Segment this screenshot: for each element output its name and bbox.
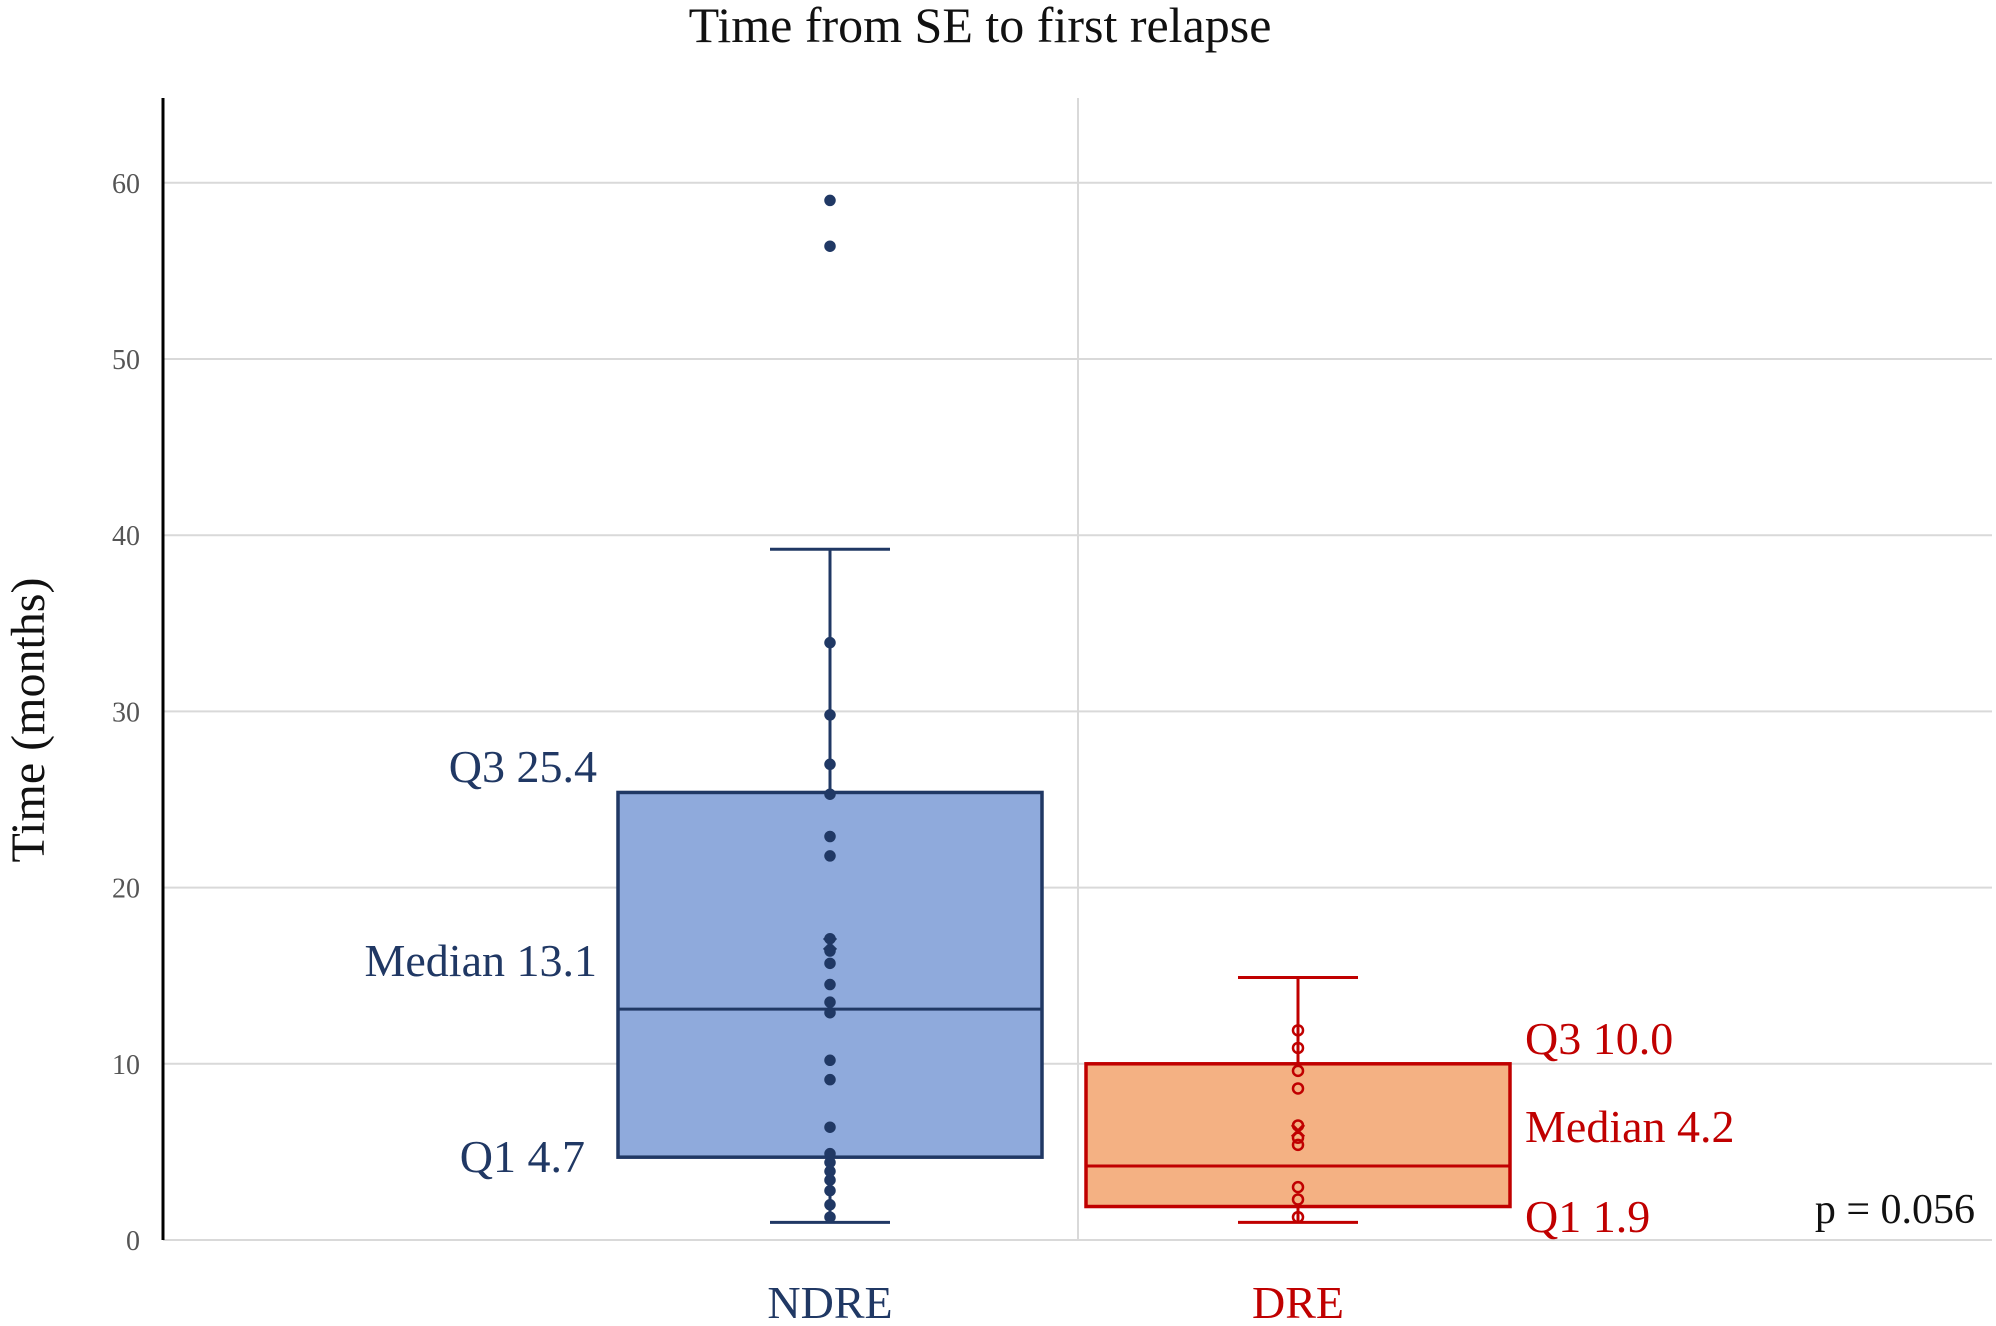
data-point [1291, 1210, 1305, 1224]
boxes [616, 547, 1512, 1224]
data-point [824, 1199, 836, 1211]
mean-marker [1290, 1123, 1306, 1138]
y-tick-labels: 0 10 20 30 40 50 60 [112, 169, 140, 1257]
y-tick-label: 40 [112, 521, 140, 552]
y-tick-label: 10 [112, 1050, 140, 1081]
annotation-q3: Q3 10.0 [1525, 1013, 1673, 1064]
data-point [824, 850, 836, 862]
data-point [1291, 1024, 1305, 1037]
data-point [1291, 1064, 1305, 1078]
x-category-label: DRE [1252, 1277, 1344, 1326]
annotation-q1: Q1 1.9 [1525, 1191, 1650, 1242]
box-ndre [616, 790, 1044, 1159]
p-value-label: p = 0.056 [1815, 1187, 1975, 1233]
data-point [824, 1147, 836, 1160]
mean-marker [822, 936, 838, 952]
data-point [824, 1184, 836, 1197]
data-point [824, 978, 836, 991]
data-point [824, 636, 836, 649]
y-axis-label: Time (months) [2, 578, 55, 863]
data-point [824, 1211, 836, 1223]
gridlines [163, 98, 1992, 1240]
data-point [824, 1073, 836, 1086]
y-tick-label: 0 [126, 1226, 140, 1257]
data-point [824, 1006, 836, 1019]
data-point [1291, 1180, 1305, 1194]
data-point [824, 709, 836, 721]
data-point [824, 788, 836, 800]
data-point [824, 194, 836, 207]
y-tick-label: 20 [112, 874, 140, 905]
data-point [824, 996, 836, 1008]
annotation-q3: Q3 25.4 [449, 741, 597, 792]
chart-title: Time from SE to first relapse [689, 0, 1272, 53]
y-tick-label: 30 [112, 697, 140, 728]
data-point [824, 830, 836, 843]
data-point [824, 1054, 836, 1067]
data-point [824, 957, 836, 970]
data-point [824, 1121, 836, 1133]
annotations: NDRE Q3 25.4 Median 13.1 Q1 4.7 DRE Q3 10.0 Me… [364, 741, 1734, 1326]
y-tick-label: 60 [112, 169, 140, 200]
y-tick-label: 50 [112, 345, 140, 376]
annotation-median: Median 4.2 [1525, 1101, 1735, 1152]
x-category-label: NDRE [767, 1277, 892, 1326]
data-point [1291, 1193, 1305, 1206]
box-dre [1084, 1062, 1512, 1209]
data-point [824, 240, 836, 252]
axes [161, 98, 1992, 1241]
data-points [822, 194, 1306, 1224]
annotation-median: Median 13.1 [364, 935, 597, 986]
data-point [1291, 1082, 1305, 1095]
data-point [1291, 1138, 1305, 1152]
annotation-q1: Q1 4.7 [460, 1131, 585, 1182]
data-point [824, 758, 836, 771]
data-point [1291, 1041, 1305, 1055]
